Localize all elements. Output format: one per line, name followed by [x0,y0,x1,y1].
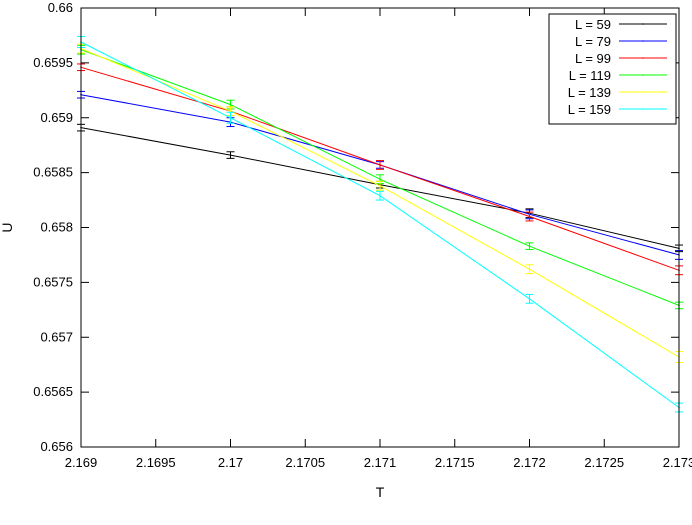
legend-label: L = 99 [575,51,611,66]
x-tick-label: 2.173 [663,455,692,470]
y-tick-label: 0.6575 [33,274,73,289]
y-tick-label: 0.658 [40,220,73,235]
data-point [229,116,232,119]
data-point [229,110,232,112]
x-tick-label: 2.1705 [285,455,325,470]
y-tick-label: 0.66 [48,0,73,15]
x-tick-label: 2.1725 [584,455,624,470]
legend-label: L = 139 [568,85,611,100]
data-point [229,103,232,106]
legend-marker [642,23,644,25]
y-tick-label: 0.657 [40,329,73,344]
data-point [379,178,381,181]
data-point [528,215,531,218]
series-4 [77,43,683,363]
x-tick-label: 2.1695 [136,455,176,470]
legend-box [548,13,677,125]
y-tick-label: 0.6595 [33,55,73,70]
y-tick-label: 0.659 [40,110,73,125]
legend-marker [642,108,644,110]
plot-frame [80,7,680,448]
legend-marker [642,40,644,42]
y-axis-ticks: 0.656 0.6565 0.657 0.6575 0.658 0.6585 0.659 0.… [33,0,679,454]
legend-marker [642,74,644,76]
data-point [528,268,531,271]
legend-marker [642,57,644,59]
y-tick-label: 0.656 [40,439,73,454]
x-tick-label: 2.169 [65,455,98,470]
series-5 [77,36,683,413]
legend: L = 59 L = 79 L = 99 L = 119 L = 139 L = 159 [548,13,677,125]
x-axis-ticks: 2.169 2.1695 2.17 2.1705 2.171 2.1715 2.172 2.1… [65,8,692,470]
x-tick-label: 2.1715 [435,455,475,470]
data-point [379,184,381,187]
data-point [229,154,232,156]
legend-marker [642,91,644,93]
legend-label: L = 59 [575,17,611,32]
y-tick-label: 0.6565 [33,384,73,399]
data-point [379,164,381,166]
x-tick-label: 2.171 [364,455,397,470]
legend-label: L = 119 [569,68,611,83]
y-axis-label: U [0,222,15,232]
data-point [528,298,531,300]
x-tick-label: 2.17 [218,455,243,470]
legend-label: L = 159 [568,102,611,117]
x-axis-label: T [376,484,385,500]
data-point [528,245,531,247]
data-point [379,194,381,197]
y-tick-label: 0.6585 [33,165,73,180]
legend-label: L = 79 [575,34,611,49]
x-tick-label: 2.172 [513,455,546,470]
